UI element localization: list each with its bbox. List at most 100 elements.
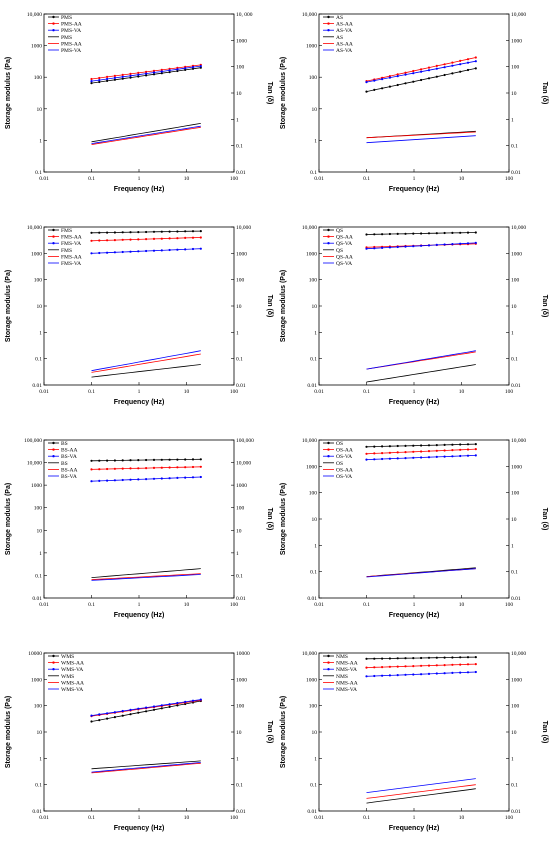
data-point bbox=[137, 467, 140, 470]
series-line bbox=[91, 568, 201, 578]
data-point bbox=[168, 705, 171, 708]
legend-label: AS-VA bbox=[336, 48, 352, 54]
data-point bbox=[176, 704, 179, 707]
legend-entry: BS-AA bbox=[48, 467, 78, 473]
legend-marker bbox=[52, 29, 55, 32]
data-point bbox=[168, 466, 171, 469]
y2-tick-label: 1 bbox=[511, 543, 514, 549]
data-point bbox=[443, 443, 446, 446]
y2-tick-label: 0.1 bbox=[511, 357, 518, 363]
legend-marker bbox=[327, 22, 330, 25]
y-tick-label: 0.01 bbox=[32, 383, 42, 389]
data-point bbox=[145, 478, 148, 481]
x-tick-label: 0.1 bbox=[88, 176, 95, 182]
series-line bbox=[91, 353, 201, 373]
x-axis-label: Frequency (Hz) bbox=[389, 825, 440, 832]
data-point bbox=[427, 664, 431, 667]
data-point bbox=[160, 707, 163, 710]
data-point bbox=[404, 71, 407, 74]
data-point bbox=[152, 237, 156, 240]
data-point bbox=[388, 232, 391, 236]
data-point bbox=[113, 76, 116, 79]
series-pms-va-right bbox=[91, 125, 201, 144]
data-point bbox=[106, 717, 109, 720]
series-line bbox=[366, 568, 476, 578]
legend-label: NMS-VA bbox=[336, 667, 357, 673]
data-point bbox=[427, 672, 431, 675]
y-tick-label: 0.1 bbox=[310, 357, 317, 363]
legend-label: WMS-VA bbox=[61, 687, 83, 693]
data-point bbox=[152, 458, 156, 461]
data-point bbox=[396, 232, 399, 235]
x-tick-label: 100 bbox=[505, 176, 514, 182]
data-point bbox=[90, 231, 93, 234]
y-axis-label: Storage modulus (Pa) bbox=[5, 57, 12, 129]
series-line bbox=[91, 574, 201, 581]
chart-svg: 0.01 0.1 1 10 1000.010.1110100100010,0000.01… bbox=[5, 225, 273, 406]
x-axis-label: Frequency (Hz) bbox=[389, 612, 440, 619]
x-tick-label: 0.1 bbox=[363, 389, 370, 395]
legend-label: BS-AA bbox=[61, 467, 78, 473]
data-point bbox=[152, 249, 156, 252]
y2-tick-label: 100 bbox=[236, 506, 245, 512]
data-point bbox=[137, 231, 140, 234]
x-tick-label: 1 bbox=[413, 389, 416, 395]
series-wms-va-left bbox=[90, 698, 202, 717]
data-point bbox=[381, 246, 384, 249]
y2-tick-label: 10 bbox=[511, 304, 517, 310]
x-tick-label: 10 bbox=[184, 176, 190, 182]
data-point bbox=[435, 243, 438, 246]
data-point bbox=[412, 444, 415, 447]
y2-tick-label: 100 bbox=[236, 704, 245, 710]
legend-entry: OS bbox=[323, 461, 343, 467]
data-point bbox=[121, 77, 124, 80]
y-tick-label: 10,000 bbox=[27, 12, 42, 18]
data-point bbox=[466, 448, 470, 451]
legend-label: PMS-AA bbox=[61, 41, 82, 47]
y-tick-label: 10,000 bbox=[302, 651, 317, 657]
data-point bbox=[113, 479, 116, 482]
data-point bbox=[160, 477, 163, 480]
data-point bbox=[474, 454, 477, 457]
legend-label: FMS bbox=[61, 248, 72, 254]
data-point bbox=[466, 671, 470, 674]
legend-label: FMS-AA bbox=[61, 254, 82, 260]
y-tick-label: 0.01 bbox=[32, 809, 42, 815]
legend-marker bbox=[327, 654, 330, 658]
data-point bbox=[106, 75, 109, 78]
data-point bbox=[435, 672, 438, 675]
data-point bbox=[168, 71, 171, 74]
data-point bbox=[365, 81, 368, 84]
y2-tick-label: 1 bbox=[511, 117, 514, 123]
data-point bbox=[474, 670, 477, 674]
data-point bbox=[373, 674, 376, 678]
legend-label: QS-AA bbox=[336, 235, 353, 241]
x-tick-label: 1 bbox=[138, 389, 141, 395]
legend-entry: AS-VA bbox=[323, 28, 352, 34]
data-point bbox=[381, 457, 384, 461]
legend-marker bbox=[52, 654, 55, 658]
data-point bbox=[404, 232, 407, 235]
legend-label: QS-VA bbox=[336, 241, 352, 247]
y2-tick-label: 0.01 bbox=[511, 383, 521, 389]
data-point bbox=[129, 231, 132, 234]
data-point bbox=[412, 665, 415, 668]
data-point bbox=[176, 230, 179, 233]
data-point bbox=[199, 465, 202, 468]
series-qs-va-right bbox=[366, 350, 476, 370]
x-tick-label: 0.01 bbox=[314, 389, 324, 395]
data-point bbox=[191, 476, 195, 479]
data-point bbox=[459, 70, 462, 73]
legend-label: PMS-VA bbox=[61, 48, 81, 54]
y-tick-label: 0.1 bbox=[310, 570, 317, 576]
y2-tick-label: 10 bbox=[511, 730, 517, 736]
y-tick-label: 0.01 bbox=[307, 383, 317, 389]
data-point bbox=[365, 90, 368, 93]
legend-label: AS bbox=[336, 35, 343, 41]
y2-tick-label: 1000 bbox=[236, 38, 247, 44]
data-point bbox=[191, 230, 195, 233]
series-bs-aa-left bbox=[90, 465, 202, 471]
x-tick-label: 0.01 bbox=[314, 602, 324, 608]
plot-frame bbox=[318, 13, 510, 173]
data-point bbox=[412, 232, 415, 235]
